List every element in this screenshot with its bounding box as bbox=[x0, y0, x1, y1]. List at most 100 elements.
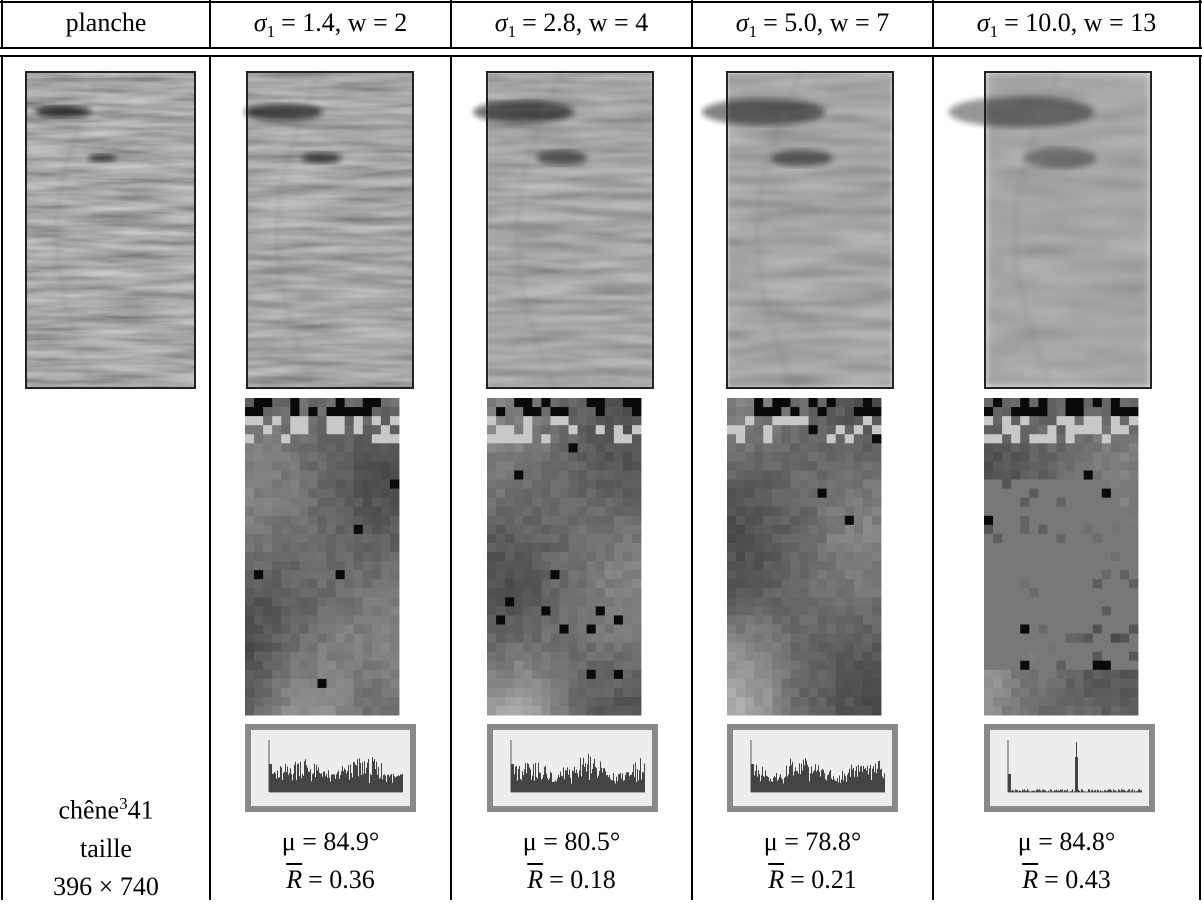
map-cell bbox=[505, 434, 514, 443]
map-cell bbox=[614, 516, 623, 525]
map-cell bbox=[993, 443, 1002, 452]
map-cell bbox=[736, 398, 745, 407]
map-cell bbox=[596, 416, 605, 425]
map-cell bbox=[984, 407, 993, 416]
map-cell bbox=[1102, 507, 1111, 516]
map-cell bbox=[381, 443, 390, 452]
map-cell bbox=[1102, 407, 1111, 416]
map-cell bbox=[836, 706, 845, 715]
map-cell bbox=[1102, 516, 1111, 525]
map-cell bbox=[390, 507, 399, 516]
map-cell bbox=[559, 525, 568, 534]
map-cell bbox=[772, 606, 781, 615]
map-cell bbox=[569, 480, 578, 489]
map-cell bbox=[745, 407, 754, 416]
hist-bar bbox=[863, 766, 864, 792]
map-cell bbox=[863, 452, 872, 461]
hist-bar bbox=[582, 765, 583, 792]
map-cell bbox=[354, 706, 363, 715]
map-cell bbox=[1002, 398, 1011, 407]
hist-bar bbox=[335, 779, 336, 792]
map-cell bbox=[390, 461, 399, 470]
map-cell bbox=[272, 561, 281, 570]
map-cell bbox=[263, 470, 272, 479]
map-cell bbox=[281, 615, 290, 624]
map-cell bbox=[390, 498, 399, 507]
map-cell bbox=[541, 434, 550, 443]
map-cell bbox=[727, 552, 736, 561]
map-cell bbox=[1084, 597, 1093, 606]
map-cell bbox=[1056, 606, 1065, 615]
map-cell bbox=[541, 516, 550, 525]
map-cell bbox=[984, 452, 993, 461]
map-cell bbox=[1002, 480, 1011, 489]
map-cell bbox=[605, 461, 614, 470]
hist-bar bbox=[846, 782, 847, 792]
map-cell bbox=[596, 634, 605, 643]
map-cell bbox=[993, 661, 1002, 670]
map-cell bbox=[632, 489, 641, 498]
hist-bar bbox=[1128, 790, 1129, 792]
map-cell bbox=[254, 579, 263, 588]
map-cell bbox=[1093, 697, 1102, 706]
map-cell bbox=[1029, 706, 1038, 715]
map-cell bbox=[1029, 670, 1038, 679]
hist-bar bbox=[276, 779, 277, 792]
map-cell bbox=[781, 507, 790, 516]
map-cell bbox=[763, 706, 772, 715]
map-cell bbox=[1020, 643, 1029, 652]
map-cell bbox=[790, 416, 799, 425]
hist-bar bbox=[1054, 790, 1055, 792]
map-cell bbox=[872, 516, 881, 525]
hist-bar bbox=[382, 779, 383, 792]
map-cell bbox=[245, 579, 254, 588]
hist-bar bbox=[802, 770, 803, 792]
map-cell bbox=[1120, 652, 1129, 661]
map-cell bbox=[541, 443, 550, 452]
map-cell bbox=[799, 480, 808, 489]
map-cell bbox=[514, 706, 523, 715]
map-cell bbox=[1075, 507, 1084, 516]
map-cell bbox=[993, 461, 1002, 470]
map-cell bbox=[363, 661, 372, 670]
map-cell bbox=[596, 597, 605, 606]
map-cell bbox=[1047, 480, 1056, 489]
hist-bar bbox=[759, 774, 760, 792]
map-cell bbox=[336, 480, 345, 489]
map-cell bbox=[745, 579, 754, 588]
map-cell bbox=[1029, 489, 1038, 498]
map-cell bbox=[614, 461, 623, 470]
map-cell bbox=[550, 634, 559, 643]
hist-bar bbox=[515, 767, 516, 792]
hist-bar bbox=[1121, 789, 1122, 792]
map-cell bbox=[354, 398, 363, 407]
map-cell bbox=[523, 425, 532, 434]
map-cell bbox=[587, 670, 596, 679]
map-cell bbox=[505, 697, 514, 706]
hist-bar bbox=[829, 772, 830, 792]
map-cell bbox=[993, 398, 1002, 407]
map-cell bbox=[1129, 452, 1138, 461]
map-cell bbox=[827, 597, 836, 606]
map-cell bbox=[541, 597, 550, 606]
map-cell bbox=[390, 597, 399, 606]
map-cell bbox=[809, 661, 818, 670]
map-cell bbox=[745, 489, 754, 498]
map-cell bbox=[578, 507, 587, 516]
map-cell bbox=[836, 398, 845, 407]
map-cell bbox=[827, 652, 836, 661]
map-cell bbox=[514, 425, 523, 434]
map-cell bbox=[372, 543, 381, 552]
hist-bar bbox=[858, 765, 859, 792]
hist-bar bbox=[780, 774, 781, 792]
map-cell bbox=[263, 561, 272, 570]
map-cell bbox=[605, 425, 614, 434]
map-cell bbox=[1038, 534, 1047, 543]
map-cell bbox=[1075, 407, 1084, 416]
map-cell bbox=[772, 697, 781, 706]
map-cell bbox=[605, 407, 614, 416]
map-cell bbox=[1002, 706, 1011, 715]
map-cell bbox=[523, 697, 532, 706]
map-cell bbox=[336, 525, 345, 534]
hist-bar bbox=[325, 776, 326, 792]
